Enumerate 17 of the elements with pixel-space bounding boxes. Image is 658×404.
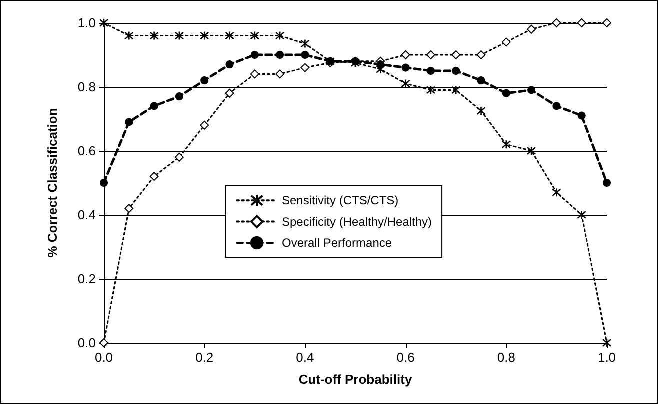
- x-axis-title: Cut-off Probability: [298, 372, 413, 387]
- x-tick-label: 0.4: [296, 350, 314, 365]
- y-tick-label: 0.8: [78, 80, 96, 94]
- x-tick-label: 0.8: [497, 350, 516, 365]
- x-tick-label: 0.6: [396, 350, 415, 365]
- x-tick-label: 0.2: [196, 350, 214, 365]
- y-tick-label: 0.0: [78, 336, 96, 350]
- legend-label: Specificity (Healthy/Healthy): [282, 214, 432, 229]
- x-tick-label: 1.0: [598, 350, 616, 365]
- y-tick-label: 0.2: [78, 272, 96, 286]
- legend-label: Sensitivity (CTS/CTS): [282, 194, 399, 208]
- y-tick-label: 0.4: [78, 208, 96, 222]
- y-tick-label: 1.0: [78, 16, 96, 30]
- x-tick-label: 0.0: [94, 350, 114, 365]
- legend-label: Overall Performance: [282, 236, 392, 250]
- y-axis-title: % Correct Classification: [45, 108, 60, 258]
- y-tick-label: 0.6: [78, 144, 96, 158]
